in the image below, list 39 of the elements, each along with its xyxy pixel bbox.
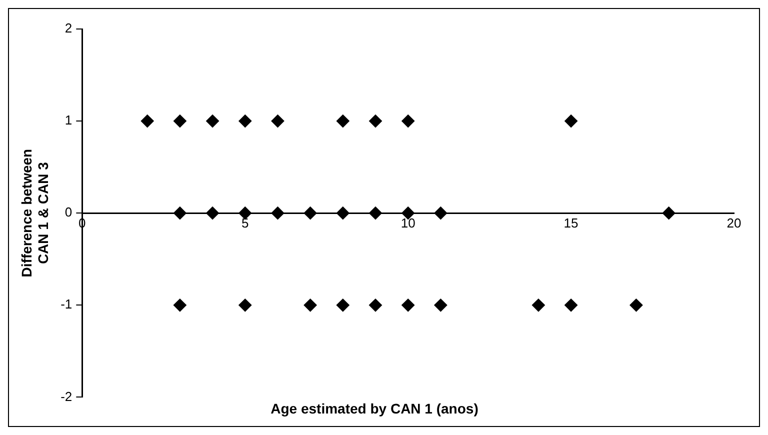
point [402,114,415,128]
point [206,206,220,220]
point [271,206,284,220]
point [564,114,578,128]
point [173,114,186,128]
point [368,206,382,220]
x-tick-label: 10 [400,215,416,230]
point [532,298,545,312]
y-tick-label: 1 [64,112,72,128]
point [206,114,220,128]
x-tick-label: 20 [726,215,742,230]
y-tick-label: -2 [60,388,72,404]
y-tick-label: 0 [64,204,72,220]
point [238,206,252,220]
point [336,206,350,220]
point [173,298,186,312]
point [271,114,284,128]
y-tick-label: 2 [64,20,72,36]
point [238,114,252,128]
point [564,298,578,312]
point [173,206,186,220]
point [304,298,317,312]
x-tick-label: 15 [564,215,578,230]
point [304,206,317,220]
x-tick-label: 5 [242,215,249,230]
point [368,298,382,312]
point [402,298,415,312]
point [434,206,448,220]
point [336,298,350,312]
point [140,114,154,128]
point [434,298,448,312]
y-axis-title: Difference between CAN 1 & CAN 3 [18,148,52,278]
y-tick-label: -1 [60,296,72,312]
point [368,114,382,128]
point [630,298,643,312]
point [238,298,252,312]
x-axis-title: Age estimated by CAN 1 (anos) [270,400,478,416]
point [662,206,676,220]
point [336,114,350,128]
